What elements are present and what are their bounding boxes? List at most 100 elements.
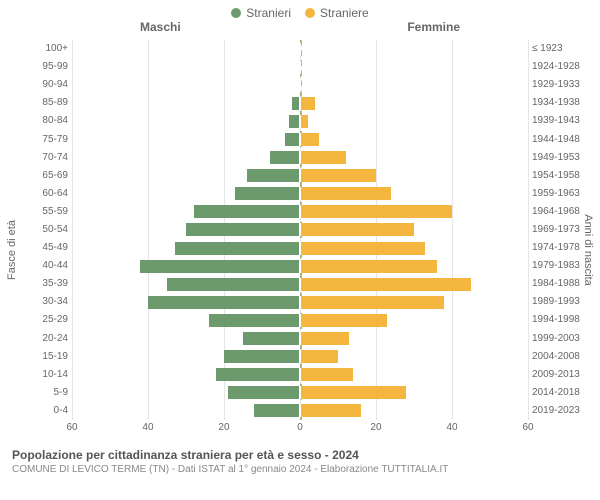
birth-year-label: 1989-1993 — [532, 297, 588, 307]
bar-female — [300, 368, 353, 381]
x-tick-label: 20 — [218, 422, 229, 433]
bar-area — [72, 221, 528, 239]
age-row: 75-791944-1948 — [72, 130, 528, 148]
age-row: 65-691954-1958 — [72, 167, 528, 185]
birth-year-label: 1979-1983 — [532, 261, 588, 271]
bar-area — [72, 76, 528, 94]
age-label: 0-4 — [22, 406, 68, 416]
bar-female — [300, 187, 391, 200]
age-label: 40-44 — [22, 261, 68, 271]
bar-female — [300, 205, 452, 218]
legend-label-male: Stranieri — [246, 6, 291, 20]
age-label: 80-84 — [22, 116, 68, 126]
x-tick-label: 40 — [142, 422, 153, 433]
birth-year-label: 1924-1928 — [532, 62, 588, 72]
age-row: 90-941929-1933 — [72, 76, 528, 94]
bar-male — [285, 133, 300, 146]
age-label: 100+ — [22, 44, 68, 54]
age-label: 45-49 — [22, 243, 68, 253]
bar-female — [300, 97, 315, 110]
bar-male — [228, 386, 300, 399]
bar-female — [300, 242, 425, 255]
bar-area — [72, 311, 528, 329]
bar-female — [300, 61, 301, 74]
birth-year-label: 1949-1953 — [532, 153, 588, 163]
bar-area — [72, 185, 528, 203]
age-label: 25-29 — [22, 315, 68, 325]
bar-male — [224, 350, 300, 363]
chart-area: 100+≤ 192395-991924-192890-941929-193385… — [72, 40, 528, 420]
bar-female — [300, 169, 376, 182]
bar-female — [300, 278, 471, 291]
bar-male — [194, 205, 300, 218]
bar-area — [72, 330, 528, 348]
bar-female — [300, 386, 406, 399]
bar-male — [186, 223, 300, 236]
x-tick-label: 60 — [522, 422, 533, 433]
birth-year-label: 1994-1998 — [532, 315, 588, 325]
age-row: 15-192004-2008 — [72, 348, 528, 366]
age-row: 95-991924-1928 — [72, 58, 528, 76]
age-row: 45-491974-1978 — [72, 239, 528, 257]
header-male: Maschi — [140, 20, 181, 34]
bar-area — [72, 58, 528, 76]
bar-area — [72, 275, 528, 293]
bar-area — [72, 293, 528, 311]
age-row: 70-741949-1953 — [72, 149, 528, 167]
birth-year-label: 1974-1978 — [532, 243, 588, 253]
birth-year-label: 1939-1943 — [532, 116, 588, 126]
bar-male — [175, 242, 300, 255]
bar-male — [167, 278, 300, 291]
x-axis: 6040200204060 — [72, 420, 528, 438]
legend: Stranieri Straniere — [0, 0, 600, 20]
bar-female — [300, 115, 308, 128]
age-row: 55-591964-1968 — [72, 203, 528, 221]
bar-female — [300, 350, 338, 363]
bar-area — [72, 149, 528, 167]
bar-female — [300, 43, 301, 56]
bar-area — [72, 203, 528, 221]
age-label: 50-54 — [22, 225, 68, 235]
birth-year-label: 1934-1938 — [532, 98, 588, 108]
y-axis-label-right: Anni di nascita — [582, 214, 594, 286]
bar-female — [300, 151, 346, 164]
chart-rows: 100+≤ 192395-991924-192890-941929-193385… — [72, 40, 528, 420]
bar-male — [247, 169, 300, 182]
bar-female — [300, 314, 387, 327]
birth-year-label: 2019-2023 — [532, 406, 588, 416]
bar-female — [300, 296, 444, 309]
age-label: 5-9 — [22, 388, 68, 398]
age-row: 100+≤ 1923 — [72, 40, 528, 58]
bar-male — [140, 260, 300, 273]
age-row: 60-641959-1963 — [72, 185, 528, 203]
age-row: 50-541969-1973 — [72, 221, 528, 239]
bar-female — [300, 223, 414, 236]
bar-area — [72, 167, 528, 185]
bar-area — [72, 402, 528, 420]
bar-female — [300, 332, 349, 345]
gridline — [528, 40, 529, 420]
gender-headers: Maschi Femmine — [0, 20, 600, 36]
legend-swatch-female-icon — [305, 8, 315, 18]
bar-male — [216, 368, 300, 381]
bar-area — [72, 130, 528, 148]
bar-area — [72, 40, 528, 58]
age-label: 15-19 — [22, 352, 68, 362]
age-label: 20-24 — [22, 334, 68, 344]
age-label: 90-94 — [22, 80, 68, 90]
caption-sub: COMUNE DI LEVICO TERME (TN) - Dati ISTAT… — [12, 464, 588, 475]
y-axis-label-left: Fasce di età — [6, 220, 18, 280]
age-label: 55-59 — [22, 207, 68, 217]
age-row: 10-142009-2013 — [72, 366, 528, 384]
age-row: 40-441979-1983 — [72, 257, 528, 275]
bar-female — [300, 260, 437, 273]
bar-area — [72, 239, 528, 257]
age-label: 60-64 — [22, 189, 68, 199]
age-row: 20-241999-2003 — [72, 330, 528, 348]
age-label: 85-89 — [22, 98, 68, 108]
bar-area — [72, 94, 528, 112]
age-label: 10-14 — [22, 370, 68, 380]
age-row: 80-841939-1943 — [72, 112, 528, 130]
x-tick-label: 60 — [66, 422, 77, 433]
birth-year-label: 1964-1968 — [532, 207, 588, 217]
